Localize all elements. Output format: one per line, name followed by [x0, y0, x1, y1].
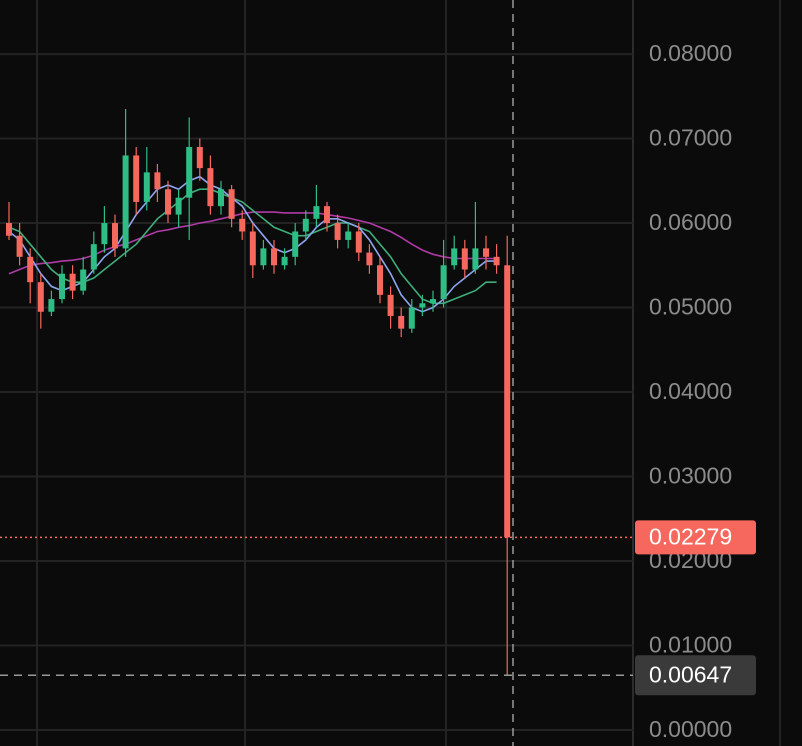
candle-body	[16, 235, 23, 257]
candle-body	[324, 206, 330, 224]
y-tick-label: 0.06000	[649, 209, 732, 235]
last-price-box	[635, 520, 756, 555]
candle-body	[387, 294, 394, 316]
y-tick-label: 0.05000	[649, 294, 732, 320]
y-tick-label: 0.00000	[649, 716, 732, 742]
candle-body	[419, 303, 426, 308]
candle-body	[302, 218, 309, 232]
candle-body	[271, 248, 277, 266]
candle-body	[483, 248, 489, 257]
candle-body	[101, 223, 108, 245]
candle-body	[440, 265, 447, 300]
candle-body	[48, 299, 55, 312]
candle-body	[186, 147, 193, 198]
candle-body	[59, 273, 65, 300]
candle-body	[112, 223, 118, 249]
candle-body	[504, 265, 511, 538]
crosshair-label: 0.00647	[649, 661, 732, 687]
candle-body	[218, 189, 224, 207]
candle-body	[239, 218, 246, 232]
candle-body	[472, 248, 479, 270]
moving-average-line	[8, 188, 497, 305]
candle-body	[461, 248, 468, 270]
candle-body	[408, 307, 415, 329]
crosshair-box	[635, 655, 756, 696]
y-tick-label: 0.04000	[649, 378, 732, 404]
last-price-label: 0.02279	[649, 523, 732, 549]
candle-body	[451, 248, 458, 266]
candle-body	[292, 231, 299, 257]
candle-body	[377, 265, 383, 295]
y-axis: 0.08000 0.07000 0.06000 0.05000 0.04000 0.030…	[635, 40, 756, 742]
candle-body	[228, 189, 235, 219]
y-tick-label: 0.07000	[649, 125, 732, 151]
y-tick-label: 0.01000	[649, 632, 732, 658]
candle-body	[281, 256, 288, 266]
candle-body	[27, 256, 34, 283]
candle-body	[90, 244, 97, 270]
moving-average-line	[8, 175, 497, 313]
candle-body	[175, 197, 182, 215]
candle-body	[355, 231, 362, 253]
candle-body	[398, 315, 405, 329]
candle-body	[313, 206, 320, 219]
candle-body	[366, 252, 373, 266]
candle-body	[493, 256, 500, 266]
candle-body	[334, 223, 341, 240]
candle-body	[80, 269, 87, 291]
moving-average-line	[8, 211, 497, 275]
y-tick-label: 0.03000	[649, 463, 732, 489]
candle-body	[165, 189, 171, 215]
candle-body	[260, 248, 267, 266]
candle-body	[37, 282, 44, 312]
candle-body	[430, 299, 436, 304]
candle-body	[6, 223, 12, 236]
plot	[0, 108, 633, 677]
candle-body	[345, 231, 352, 240]
candle-body	[196, 147, 203, 169]
candle-body	[249, 231, 256, 266]
candle-body	[143, 172, 150, 202]
candle-body	[122, 155, 129, 249]
candle-body	[207, 168, 214, 207]
candle-body	[69, 273, 76, 291]
candle-body	[133, 155, 140, 202]
y-tick-label: 0.08000	[649, 40, 732, 66]
candle-body	[154, 172, 161, 190]
